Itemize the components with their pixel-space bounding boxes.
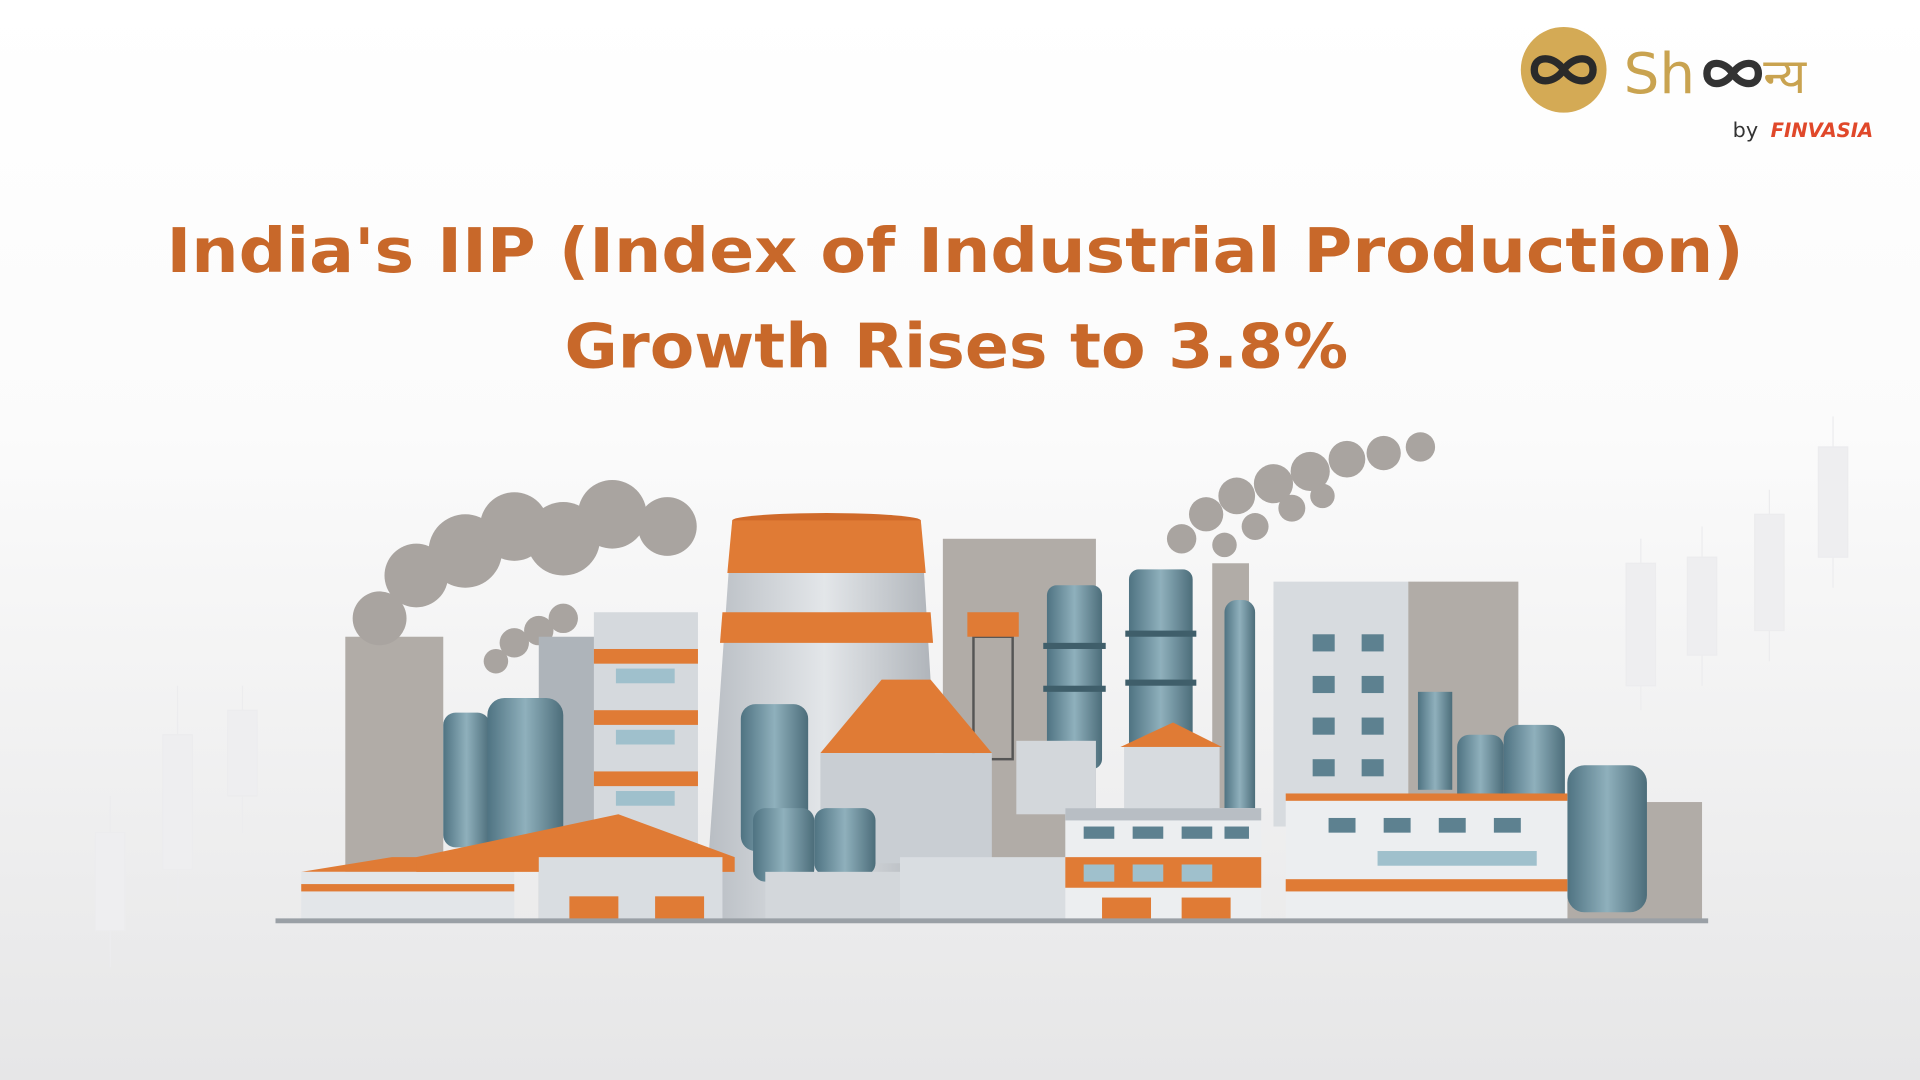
headline-line-1: India's IIP (Index of Industrial Product… (167, 216, 1744, 287)
factory-illustration (275, 432, 1709, 924)
logo-icon (1530, 55, 1597, 85)
logo-by: by (1733, 118, 1759, 142)
brand-name: Sh (1624, 42, 1695, 107)
brand-infinity (1703, 59, 1763, 88)
brand-name-end: न्य (1763, 48, 1807, 105)
logo-company: FINVASIA (1771, 119, 1874, 142)
headline-line-2: Growth Rises to 3.8% (564, 311, 1348, 382)
logo: Sh न्य by FINVASIA (1520, 26, 1874, 142)
candlesticks (94, 416, 1849, 968)
smoke (352, 432, 1436, 674)
